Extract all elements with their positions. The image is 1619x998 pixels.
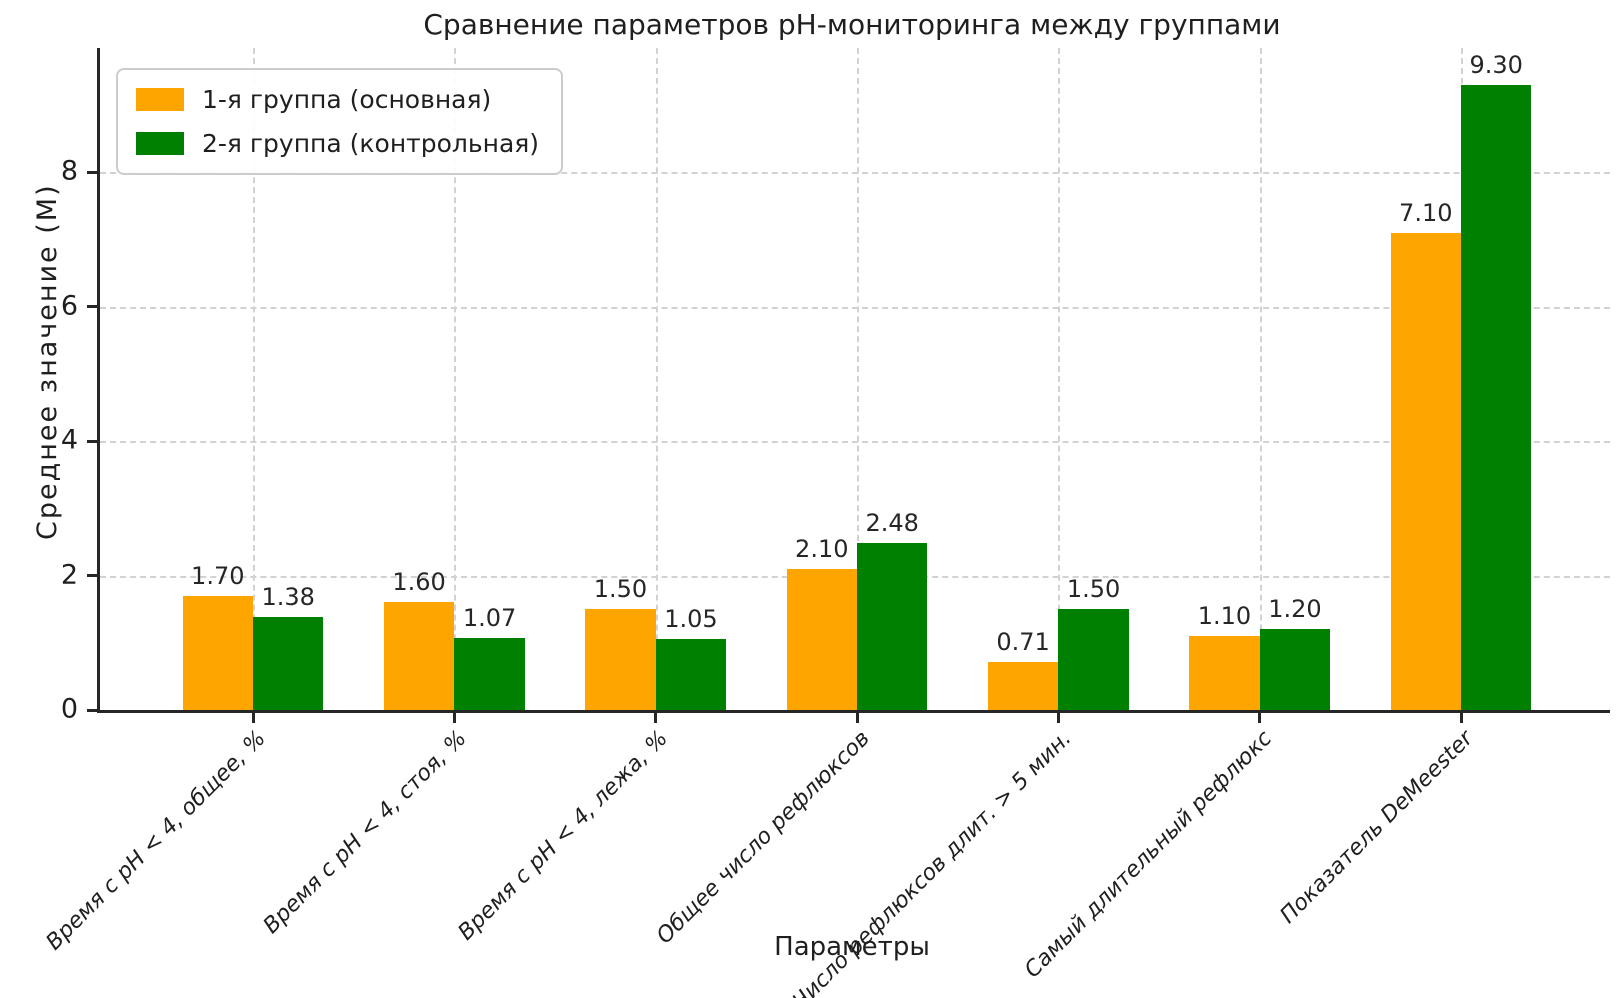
bar-value-label: 1.50: [1066, 575, 1121, 604]
bar-value-label: 1.70: [191, 561, 245, 590]
bar-group2-cat7: [1461, 84, 1532, 710]
bar-value-label: 1.60: [392, 568, 446, 597]
bar-value-label: 2.10: [795, 534, 849, 563]
y-tick-mark: [87, 439, 97, 443]
bar-group1-cat7: [1390, 232, 1461, 710]
x-gridline: [454, 48, 457, 710]
bar-group1-cat2: [383, 602, 455, 710]
y-tick-mark: [87, 574, 97, 578]
y-tick-label: 8: [60, 155, 78, 187]
x-tick-mark: [855, 713, 859, 723]
legend-label-group2: 2-я группа (контрольная): [202, 129, 540, 158]
legend-label-group1: 1-я группа (основная): [202, 85, 492, 114]
bar-value-label: 1.10: [1197, 602, 1252, 631]
x-tick-label: Время с pH < 4, стоя, %: [259, 726, 473, 939]
plot-area: 1-я группа (основная) 2-я группа (контро…: [41, 48, 1610, 998]
bar-group2-cat4: [857, 543, 928, 710]
y-gridline: [100, 306, 1610, 309]
y-tick-label: 4: [60, 424, 78, 456]
x-tick-label: Время с pH < 4, лежа, %: [453, 726, 674, 946]
bar-value-label: 1.20: [1268, 595, 1322, 624]
bar-group1-cat3: [585, 609, 656, 710]
x-gridline: [1259, 48, 1262, 710]
x-gridline: [857, 48, 859, 710]
y-tick-label: 0: [60, 693, 78, 725]
legend-item-group1: 1-я группа (основная): [136, 85, 539, 114]
x-tick-mark: [251, 713, 255, 723]
y-tick-label: 6: [60, 290, 78, 322]
bar-group2-cat6: [1259, 629, 1331, 710]
legend-swatch-group1: [136, 88, 184, 111]
bar-value-label: 9.30: [1469, 50, 1523, 79]
bar-group1-cat5: [987, 662, 1059, 710]
bar-value-label: 1.07: [462, 604, 517, 633]
x-tick-label: Общее число рефлюксов: [651, 726, 875, 949]
x-gridline: [1058, 48, 1061, 710]
y-gridline: [100, 172, 1610, 175]
x-tick-mark: [452, 713, 456, 723]
bar-group1-cat4: [786, 568, 857, 710]
x-gridline: [655, 48, 658, 710]
legend: 1-я группа (основная) 2-я группа (контро…: [116, 68, 564, 175]
x-tick-mark: [1056, 713, 1060, 723]
bar-group2-cat2: [454, 638, 525, 710]
bar-value-label: 7.10: [1399, 198, 1453, 227]
y-axis-label: Среднее значение (М): [32, 183, 63, 540]
y-tick-mark: [87, 170, 97, 174]
chart-title: Сравнение параметров pH-мониторинга межд…: [423, 8, 1281, 41]
y-tick-mark: [87, 305, 97, 309]
bar-group1-cat1: [182, 595, 253, 710]
y-tick-label: 2: [60, 558, 78, 590]
bar-group2-cat5: [1058, 609, 1129, 710]
bar-value-label: 2.48: [865, 509, 919, 538]
bar-group2-cat1: [253, 617, 324, 710]
y-gridline: [100, 441, 1610, 444]
legend-swatch-group2: [136, 132, 184, 155]
x-tick-label: Время с pH < 4, общее, %: [41, 726, 271, 956]
x-tick-label: Показатель DeMeester: [1276, 726, 1479, 929]
bar-value-label: 1.38: [261, 583, 315, 612]
x-gridline: [253, 48, 255, 710]
x-tick-mark: [1459, 713, 1463, 723]
bar-group1-cat6: [1189, 636, 1260, 710]
bar-value-label: 1.50: [593, 575, 648, 604]
bar-group2-cat3: [655, 639, 727, 710]
x-tick-mark: [654, 713, 658, 723]
x-tick-mark: [1258, 713, 1262, 723]
x-axis-label: Параметры: [774, 932, 930, 962]
bar-value-label: 1.05: [664, 605, 718, 634]
bar-value-label: 0.71: [996, 628, 1050, 657]
legend-item-group2: 2-я группа (контрольная): [136, 129, 539, 158]
y-tick-mark: [87, 708, 97, 712]
